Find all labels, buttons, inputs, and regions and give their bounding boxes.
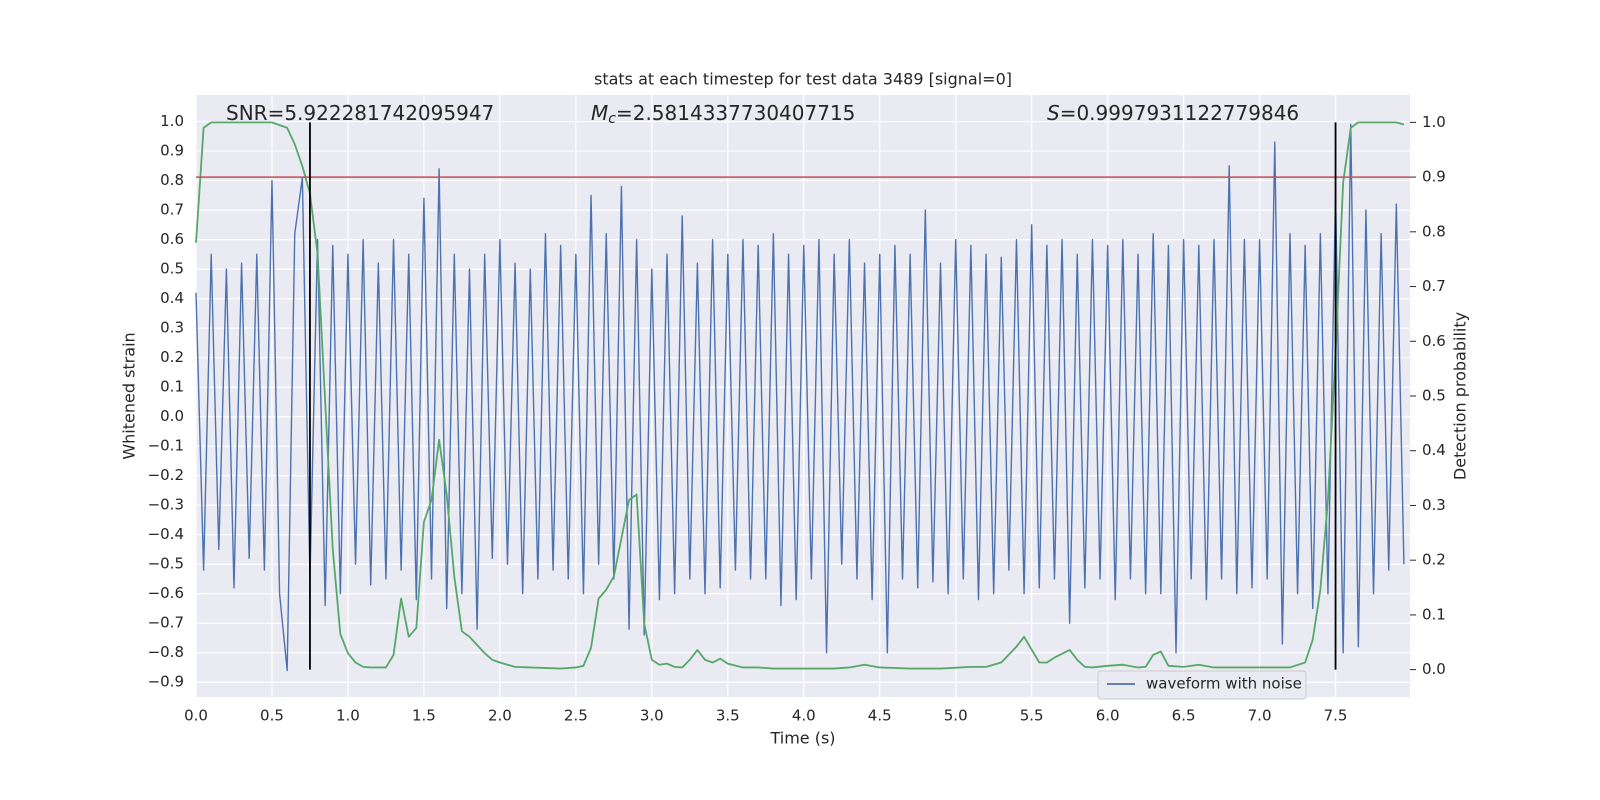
y-tick-label: 0.1 (160, 378, 184, 396)
y-tick-label: −0.1 (148, 437, 184, 455)
annotation: SNR=5.922281742095947 (226, 101, 494, 125)
marks (195, 121, 1410, 672)
y-tick-label: 0.0 (160, 407, 184, 425)
x-axis-label: Time (s) (769, 729, 835, 748)
x-tick-label: 5.0 (944, 707, 968, 725)
y2-tick-label: 0.9 (1422, 168, 1446, 186)
y-tick-label: 0.2 (160, 348, 184, 366)
annotation: Mc=2.5814337730407715 (591, 101, 855, 128)
x-tick-label: 0.5 (260, 707, 284, 725)
y2-tick-label: 0.0 (1422, 660, 1446, 678)
plot-background (196, 95, 1410, 697)
y2-tick-label: 0.7 (1422, 277, 1446, 295)
y-tick-label: −0.6 (148, 584, 184, 602)
y-tick-label: 0.5 (160, 260, 184, 278)
y-tick-label: 1.0 (160, 112, 184, 130)
annotation-symbol: M (591, 101, 608, 125)
y-tick-label: −0.4 (148, 525, 184, 543)
x-tick-label: 7.0 (1248, 707, 1272, 725)
y-tick-label: −0.9 (148, 673, 184, 691)
x-tick-label: 4.0 (792, 707, 816, 725)
y2-tick-label: 0.1 (1422, 605, 1446, 623)
y-tick-label: 0.3 (160, 319, 184, 337)
x-tick-label: 1.5 (412, 707, 436, 725)
y-tick-label: 0.6 (160, 230, 184, 248)
annotation: S=0.9997931122779846 (1047, 101, 1299, 125)
y2-tick-label: 0.2 (1422, 551, 1446, 569)
y-axis-label: Whitened strain (120, 332, 139, 459)
y-tick-label: 0.4 (160, 289, 184, 307)
labels: 0.0 0.5 1.0 1.5 2.0 2.5 3.0 3.5 4.0 4.5 5.0 5.5 6.0 6… (148, 101, 1446, 725)
x-tick-label: 3.0 (640, 707, 664, 725)
x-tick-label: 1.0 (336, 707, 360, 725)
annotation-subscript: c (608, 111, 616, 127)
annotation-value: =2.5814337730407715 (616, 101, 855, 125)
x-tick-label: 2.5 (564, 707, 588, 725)
annotation-value: =0.9997931122779846 (1060, 101, 1299, 125)
y-tick-label: 0.7 (160, 201, 184, 219)
y-tick-label: −0.3 (148, 496, 184, 514)
x-tick-label: 7.5 (1324, 707, 1348, 725)
y2-tick-label: 0.3 (1422, 496, 1446, 514)
y-tick-label: −0.2 (148, 466, 184, 484)
y-tick-label: −0.7 (148, 614, 184, 632)
x-tick-label: 5.5 (1020, 707, 1044, 725)
y2-tick-label: 0.5 (1422, 387, 1446, 405)
y2-tick-label: 0.6 (1422, 332, 1446, 350)
annotation-value: =5.922281742095947 (268, 101, 495, 125)
y-tick-label: 0.8 (160, 171, 184, 189)
x-tick-label: 6.0 (1096, 707, 1120, 725)
probability-line (195, 121, 1405, 670)
x-tick-label: 3.5 (716, 707, 740, 725)
x-tick-label: 4.5 (868, 707, 892, 725)
waveform-line (195, 123, 1405, 672)
x-tick-label: 0.0 (184, 707, 208, 725)
legend-label: waveform with noise (1146, 675, 1302, 693)
y2-tick-label: 1.0 (1422, 113, 1446, 131)
y-tick-label: 0.9 (160, 142, 184, 160)
legend-box (1097, 670, 1307, 700)
x-tick-label: 6.5 (1172, 707, 1196, 725)
y-tick-label: −0.5 (148, 555, 184, 573)
chart-title: stats at each timestep for test data 348… (594, 70, 1012, 89)
y-tick-label: −0.8 (148, 643, 184, 661)
annotation-symbol: SNR (226, 101, 268, 125)
y2-axis-label: Detection probability (1451, 312, 1470, 480)
annotation-symbol: S (1047, 101, 1060, 125)
y2-tick-label: 0.4 (1422, 441, 1446, 459)
y2-tick-label: 0.8 (1422, 222, 1446, 240)
x-tick-label: 2.0 (488, 707, 512, 725)
